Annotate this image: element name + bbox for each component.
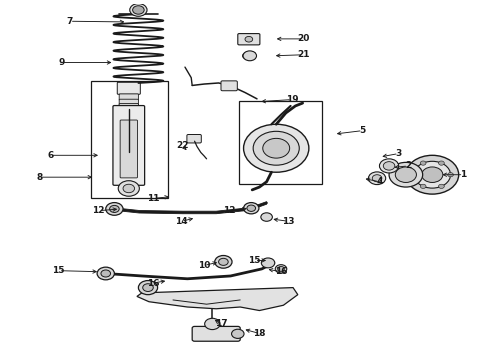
Bar xyxy=(239,100,322,184)
FancyBboxPatch shape xyxy=(120,120,137,178)
Circle shape xyxy=(130,4,147,16)
Circle shape xyxy=(106,203,123,215)
Text: 22: 22 xyxy=(176,141,189,150)
Text: 7: 7 xyxy=(67,17,73,26)
Text: 10: 10 xyxy=(198,261,210,270)
Circle shape xyxy=(110,206,119,212)
Circle shape xyxy=(389,162,423,187)
Circle shape xyxy=(133,6,144,14)
Circle shape xyxy=(215,256,232,268)
Circle shape xyxy=(368,172,386,185)
Text: 15: 15 xyxy=(248,256,261,265)
FancyBboxPatch shape xyxy=(192,327,240,341)
Text: 14: 14 xyxy=(175,217,188,226)
Text: 20: 20 xyxy=(297,34,310,43)
FancyBboxPatch shape xyxy=(119,103,138,110)
Text: 15: 15 xyxy=(52,266,65,275)
FancyBboxPatch shape xyxy=(119,94,138,100)
Circle shape xyxy=(205,318,220,330)
Text: 12: 12 xyxy=(223,206,236,215)
Circle shape xyxy=(253,131,299,165)
Text: 12: 12 xyxy=(92,206,105,215)
Text: 17: 17 xyxy=(215,319,227,328)
Circle shape xyxy=(379,159,399,173)
Circle shape xyxy=(232,329,244,338)
Circle shape xyxy=(243,51,257,61)
Circle shape xyxy=(383,162,395,170)
FancyBboxPatch shape xyxy=(221,81,237,91)
Circle shape xyxy=(422,167,443,183)
Circle shape xyxy=(118,181,139,196)
Circle shape xyxy=(439,161,444,165)
Text: 19: 19 xyxy=(286,95,298,104)
Text: 16: 16 xyxy=(147,279,159,288)
FancyBboxPatch shape xyxy=(119,99,138,105)
Text: 1: 1 xyxy=(461,170,466,179)
Circle shape xyxy=(420,184,426,188)
Circle shape xyxy=(395,167,416,183)
Text: 9: 9 xyxy=(58,58,65,67)
Circle shape xyxy=(101,270,111,277)
Circle shape xyxy=(225,82,234,89)
FancyBboxPatch shape xyxy=(113,105,145,185)
Text: 8: 8 xyxy=(36,173,43,182)
Text: 11: 11 xyxy=(147,194,160,203)
Text: 3: 3 xyxy=(395,149,402,158)
Text: 21: 21 xyxy=(297,50,310,59)
Text: 13: 13 xyxy=(282,217,294,226)
Circle shape xyxy=(138,280,158,294)
FancyBboxPatch shape xyxy=(117,82,140,94)
Circle shape xyxy=(123,184,135,193)
Circle shape xyxy=(245,36,253,42)
Circle shape xyxy=(420,161,426,165)
Text: 16: 16 xyxy=(275,267,287,276)
Circle shape xyxy=(247,205,256,211)
Circle shape xyxy=(278,266,284,271)
Circle shape xyxy=(275,265,287,273)
Circle shape xyxy=(406,155,459,194)
FancyBboxPatch shape xyxy=(187,135,201,143)
Text: 6: 6 xyxy=(48,151,53,160)
Circle shape xyxy=(244,124,309,172)
Circle shape xyxy=(97,267,114,280)
Polygon shape xyxy=(137,288,298,311)
Circle shape xyxy=(261,258,275,268)
FancyBboxPatch shape xyxy=(238,33,260,45)
Text: 4: 4 xyxy=(376,177,383,186)
Circle shape xyxy=(143,284,153,292)
Circle shape xyxy=(372,175,382,182)
Text: 5: 5 xyxy=(360,126,366,135)
Circle shape xyxy=(411,172,417,177)
Circle shape xyxy=(263,138,290,158)
Bar xyxy=(91,81,168,198)
Circle shape xyxy=(448,172,453,177)
Circle shape xyxy=(219,258,228,265)
Circle shape xyxy=(414,161,450,188)
Text: 2: 2 xyxy=(405,161,412,170)
Circle shape xyxy=(261,213,272,221)
Circle shape xyxy=(439,184,444,188)
Text: 18: 18 xyxy=(253,329,266,338)
Circle shape xyxy=(244,203,259,214)
